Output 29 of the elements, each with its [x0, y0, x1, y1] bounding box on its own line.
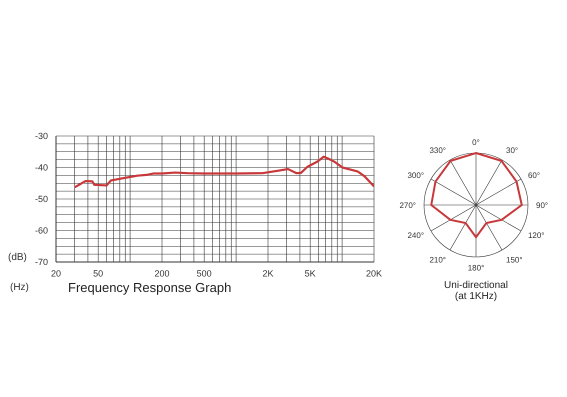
text: Frequency Response Graph: [68, 280, 232, 295]
y-tick-label: -50: [34, 194, 48, 204]
spoke-label: 120°: [528, 230, 545, 240]
x-tick-label: 20: [50, 268, 62, 278]
y-tick-label: -30: [34, 131, 48, 142]
x-tick-label: 2K: [262, 268, 274, 278]
y-tick-label: -70: [34, 257, 48, 268]
text: Uni-directional: [443, 280, 509, 291]
x-axis-title: (Hz): [10, 282, 29, 293]
y-axis-title: (dB): [8, 252, 27, 263]
spoke-label: 30°: [506, 146, 518, 156]
x-tick-label: 20K: [366, 268, 382, 278]
x-tick-label: 50: [93, 268, 104, 278]
spoke-label: 90°: [536, 200, 548, 210]
spoke-label: 210°: [429, 256, 446, 265]
spoke-label: 330°: [429, 146, 446, 156]
spoke-label: 0°: [472, 138, 480, 147]
x-tick-label: 500: [196, 268, 212, 278]
spoke-label: 180°: [468, 264, 484, 273]
x-tick-label: 200: [154, 268, 170, 278]
spoke-label: 60°: [528, 170, 540, 180]
spoke-label: 300°: [407, 170, 424, 180]
x-tick-label: 5K: [304, 268, 316, 278]
spoke-label: 150°: [506, 256, 523, 265]
text: (at 1KHz): [454, 291, 498, 302]
y-tick-label: -60: [34, 226, 48, 236]
spoke-label: 240°: [407, 230, 424, 240]
y-tick-label: -40: [34, 162, 48, 173]
spoke-label: 270°: [399, 200, 416, 210]
